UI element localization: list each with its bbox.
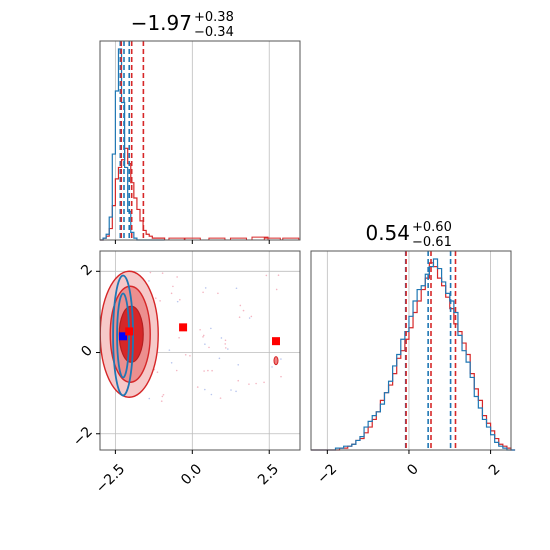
param1-title-lower: −0.34	[194, 25, 234, 40]
sample-point	[237, 363, 240, 366]
sample-point	[204, 287, 207, 289]
hist1-red-series	[100, 147, 166, 241]
sample-point	[203, 370, 205, 372]
x-tick-label: 0.0	[178, 461, 205, 488]
sample-point	[204, 343, 206, 345]
sample-point	[237, 379, 240, 382]
point-marker-red	[179, 323, 188, 332]
sample-point	[202, 334, 205, 337]
sample-point	[277, 274, 280, 277]
sample-point	[217, 292, 219, 295]
sample-point	[189, 354, 191, 357]
sample-point	[235, 287, 238, 290]
param1-title-value: −1.97	[131, 11, 192, 35]
sample-point	[148, 397, 151, 400]
histogram-param1	[99, 40, 301, 244]
point-marker-blue	[119, 332, 128, 341]
sample-point	[280, 375, 282, 378]
sample-point	[242, 309, 245, 312]
histogram-param2: −2 0 2	[310, 250, 516, 487]
sample-point	[175, 369, 178, 372]
sample-point	[265, 274, 268, 277]
sample-point	[161, 272, 164, 274]
sample-point	[149, 271, 152, 274]
sample-point	[271, 366, 273, 368]
y-tick-label: 0	[78, 343, 96, 361]
sample-point	[176, 300, 179, 303]
x-tick-label: 2	[486, 461, 504, 479]
sample-point	[220, 337, 223, 339]
sample-point	[202, 291, 204, 294]
red-contour-island	[273, 356, 279, 366]
sample-point	[248, 317, 251, 319]
sample-point	[227, 348, 229, 350]
sample-point	[159, 300, 161, 302]
sample-point	[184, 354, 187, 356]
sample-point	[204, 388, 206, 391]
sample-point	[162, 393, 165, 396]
hist1-frame	[99, 40, 301, 241]
sample-point	[280, 358, 282, 360]
blue-contour-outer	[112, 274, 134, 397]
param2-title-upper: +0.60	[412, 220, 452, 235]
sample-point	[168, 349, 171, 351]
param1-title-upper: +0.38	[194, 10, 234, 25]
sample-point	[210, 393, 213, 396]
sample-point	[202, 336, 204, 338]
x-tick-label: −2.5	[93, 461, 128, 496]
sample-point	[154, 297, 157, 299]
sample-point	[179, 298, 181, 301]
sample-point	[275, 288, 278, 291]
sample-point	[235, 390, 237, 393]
sample-point	[263, 381, 265, 384]
sample-point	[248, 383, 250, 385]
sample-point	[210, 327, 212, 330]
sample-point	[224, 339, 227, 342]
sample-point	[160, 400, 163, 402]
point-marker-red	[125, 327, 134, 336]
sample-point	[170, 361, 173, 364]
y-tick-label: 2	[78, 261, 96, 279]
x-tick-label: 0	[404, 461, 422, 479]
sample-point	[211, 369, 213, 372]
sample-point	[196, 386, 199, 388]
x-tick-label: 2.5	[255, 461, 282, 488]
sample-point	[230, 389, 232, 391]
hist2-red-series	[311, 262, 516, 451]
sample-point	[250, 315, 253, 318]
blue-contour-inner	[116, 292, 130, 379]
sample-point	[199, 328, 201, 331]
param2-title-lower: −0.61	[412, 235, 452, 250]
hist1-red-tail	[168, 236, 300, 240]
sample-point	[219, 397, 222, 399]
sample-point	[148, 280, 150, 282]
hist2-blue-series	[311, 258, 516, 451]
sample-point	[218, 357, 221, 360]
sample-point	[208, 346, 210, 349]
x-tick-label: −2	[314, 461, 340, 487]
joint-density-panel: −2.5 0.0 2.5 −2 0 2	[70, 250, 301, 497]
sample-point	[224, 347, 227, 349]
sample-point	[156, 371, 159, 373]
sample-point	[239, 304, 242, 307]
sample-point	[255, 382, 257, 385]
sample-point	[238, 316, 241, 318]
point-marker-red	[272, 337, 280, 346]
joint-frame	[99, 250, 301, 451]
y-tick-label: −2	[70, 424, 96, 450]
sample-point	[161, 395, 164, 398]
sample-point	[172, 285, 174, 288]
sample-point	[170, 292, 173, 295]
hist2-frame	[310, 250, 512, 451]
sample-point	[224, 343, 227, 345]
param2-title-value: 0.54	[365, 221, 410, 245]
sample-point	[178, 337, 180, 339]
sample-point	[176, 276, 178, 278]
sample-point	[207, 369, 209, 372]
